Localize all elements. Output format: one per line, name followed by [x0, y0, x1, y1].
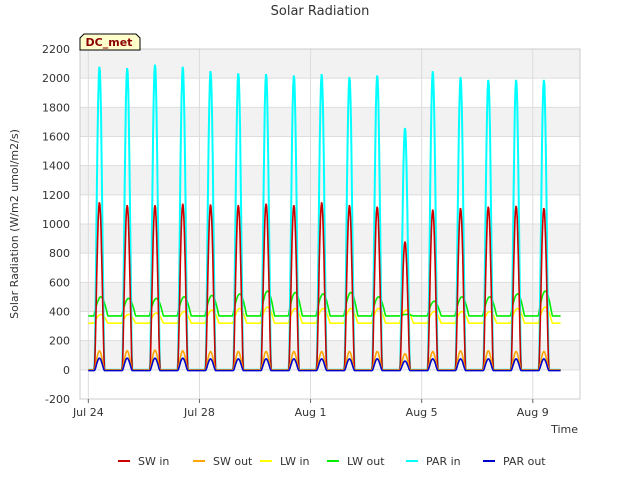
series-layer — [88, 64, 561, 372]
y-tick-label: 1200 — [42, 189, 70, 202]
y-tick-label: 1000 — [42, 218, 70, 231]
legend-item-par-out: PAR out — [483, 455, 546, 468]
y-tick-label: 1800 — [42, 101, 70, 114]
y-tick-label: 1600 — [42, 131, 70, 144]
legend-label: PAR out — [503, 455, 546, 468]
x-tick-label: Jul 24 — [72, 406, 104, 419]
legend-item-lw-out: LW out — [327, 455, 385, 468]
plot-frame — [79, 48, 581, 400]
legend-label: SW out — [213, 455, 253, 468]
x-axis-ticks: Jul 24 Jul 28 Aug 1 Aug 5 Aug 9 — [72, 399, 549, 419]
plot-band — [80, 136, 580, 166]
legend-label: LW in — [280, 455, 310, 468]
legend-label: SW in — [138, 455, 169, 468]
x-tick-label: Aug 9 — [517, 406, 549, 419]
dc-met-label: DC_met — [86, 36, 133, 49]
legend-item-par-in: PAR in — [406, 455, 461, 468]
series-line-sw-out — [88, 349, 561, 371]
plot-band — [80, 224, 580, 254]
x-axis-label: Time — [550, 423, 578, 436]
y-tick-label: 0 — [63, 364, 70, 377]
y-tick-label: 1400 — [42, 160, 70, 173]
plot-band — [80, 107, 580, 137]
x-tick-label: Aug 1 — [295, 406, 327, 419]
plot-band — [80, 253, 580, 283]
plot-band — [80, 49, 580, 79]
plot-background-bands — [80, 49, 580, 399]
plot-band — [80, 340, 580, 370]
y-tick-label: 2200 — [42, 43, 70, 56]
y-tick-label: 200 — [49, 335, 70, 348]
legend-item-sw-in: SW in — [118, 455, 169, 468]
y-axis-label: Solar Radiation (W/m2 umol/m2/s) — [8, 129, 21, 319]
plot-band — [80, 78, 580, 108]
y-tick-label: 2000 — [42, 72, 70, 85]
legend-item-lw-in: LW in — [260, 455, 310, 468]
legend-label: PAR in — [426, 455, 461, 468]
series-line-par-out — [88, 357, 561, 372]
y-tick-label: 600 — [49, 276, 70, 289]
plot-band — [80, 165, 580, 195]
plot-band — [80, 369, 580, 399]
chart-title: Solar Radiation — [271, 4, 370, 19]
legend: SW in SW out LW in LW out PAR in PAR out — [118, 455, 546, 468]
legend-label: LW out — [347, 455, 385, 468]
legend-item-sw-out: SW out — [193, 455, 253, 468]
plot-band — [80, 194, 580, 224]
dc-met-badge: DC_met — [79, 33, 141, 51]
x-tick-label: Aug 5 — [406, 406, 438, 419]
y-tick-label: 400 — [49, 306, 70, 319]
y-tick-label: -200 — [45, 393, 70, 406]
x-tick-label: Jul 28 — [183, 406, 215, 419]
y-axis-ticks: -200 0 200 400 600 800 1000 1200 1400 1600 1800 200… — [42, 43, 70, 406]
y-tick-label: 800 — [49, 247, 70, 260]
plot-band — [80, 282, 580, 312]
